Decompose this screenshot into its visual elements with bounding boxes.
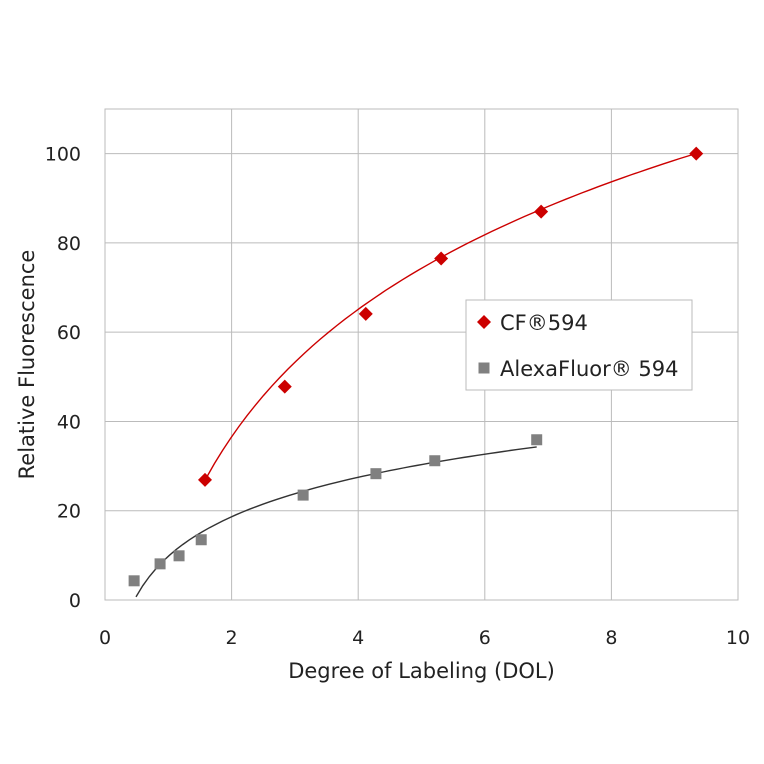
data-point (429, 455, 441, 467)
data-point (370, 468, 382, 480)
y-tick-label: 20 (57, 501, 81, 523)
legend-label: AlexaFluor® 594 (500, 357, 679, 381)
legend-marker (477, 315, 491, 329)
data-point (198, 472, 213, 487)
data-point (173, 550, 185, 562)
y-tick-label: 0 (69, 590, 81, 612)
x-tick-label: 8 (605, 627, 617, 649)
y-axis-label: Relative Fluorescence (15, 250, 39, 480)
trendline-alexafluor594 (135, 446, 537, 598)
y-tick-label: 100 (45, 144, 81, 166)
data-point (154, 558, 166, 570)
data-point (531, 434, 543, 446)
x-tick-label: 4 (352, 627, 364, 649)
trendline-cf594 (205, 152, 697, 479)
data-point (689, 146, 704, 161)
legend (465, 299, 693, 391)
data-point (128, 575, 140, 587)
y-tick-label: 60 (57, 322, 81, 344)
y-tick-label: 80 (57, 233, 81, 255)
legend-marker (478, 362, 490, 374)
x-tick-label: 10 (726, 627, 750, 649)
data-point (277, 379, 292, 394)
data-point (534, 204, 549, 219)
data-point (358, 306, 373, 321)
y-tick-label: 40 (57, 411, 81, 433)
data-point (195, 534, 207, 546)
data-point (297, 489, 309, 501)
x-tick-label: 2 (226, 627, 238, 649)
x-axis-label: Degree of Labeling (DOL) (288, 659, 555, 683)
x-tick-label: 6 (479, 627, 491, 649)
legend-label: CF®594 (500, 311, 588, 335)
x-tick-label: 0 (99, 627, 111, 649)
data-point (434, 251, 449, 266)
